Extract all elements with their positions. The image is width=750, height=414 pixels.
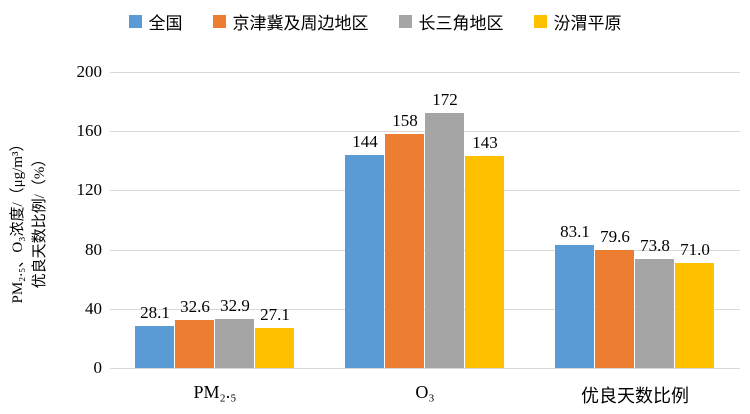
data-label: 158 [392, 111, 418, 130]
y-axis-title: PM₂.₅、O₃浓度/（μg/m³） 优良天数比例/（%） [7, 70, 53, 370]
bar-O₃-series-3 [465, 156, 504, 368]
legend-label: 长三角地区 [418, 13, 504, 33]
y-tick-label: 160 [76, 121, 103, 140]
y-tick-label: 80 [85, 240, 102, 259]
y-axis-ticks: 0 40 80 120 160 200 [48, 0, 103, 414]
data-label: 144 [352, 132, 378, 151]
legend-swatch-icon [533, 14, 547, 28]
gridline [110, 72, 740, 73]
bar-优良天数比例-series-0 [555, 245, 594, 368]
x-category-label: PM₂.₅ [193, 382, 237, 402]
legend-label: 汾渭平原 [553, 13, 622, 33]
y-tick-label: 0 [93, 358, 103, 377]
data-label: 83.1 [560, 222, 590, 241]
x-category-label: 优良天数比例 [581, 386, 689, 406]
legend-item-3: 汾渭平原 [533, 9, 622, 34]
x-axis-labels: PM₂.₅ O₃ 优良天数比例 [110, 382, 740, 408]
y-tick-label: 120 [76, 180, 103, 199]
bar-PM₂.₅-series-1 [175, 320, 214, 368]
bar-O₃-series-2 [425, 113, 464, 368]
bar-O₃-series-1 [385, 134, 424, 368]
x-category-label: O₃ [415, 382, 435, 402]
legend-label: 京津冀及周边地区 [232, 13, 369, 33]
bar-优良天数比例-series-3 [675, 263, 714, 368]
data-label: 79.6 [600, 227, 630, 246]
bar-优良天数比例-series-2 [635, 259, 674, 368]
legend-swatch-icon [398, 14, 412, 28]
bar-PM₂.₅-series-3 [255, 328, 294, 368]
y-axis-title-line1: PM₂.₅、O₃浓度/（μg/m³） [10, 136, 26, 304]
legend: 全国 京津冀及周边地区 长三角地区 汾渭平原 [0, 8, 750, 34]
data-label: 32.9 [220, 296, 250, 315]
legend-label: 全国 [148, 13, 183, 33]
legend-swatch-icon [128, 14, 142, 28]
data-label: 73.8 [640, 236, 670, 255]
bar-PM₂.₅-series-2 [215, 319, 254, 368]
data-label: 27.1 [260, 305, 290, 324]
legend-item-0: 全国 [128, 9, 183, 34]
bar-O₃-series-0 [345, 155, 384, 368]
legend-item-2: 长三角地区 [398, 9, 504, 34]
data-label: 32.6 [180, 297, 210, 316]
bar-PM₂.₅-series-0 [135, 326, 174, 368]
data-label: 143 [472, 133, 498, 152]
bar-优良天数比例-series-1 [595, 250, 634, 368]
y-tick-label: 200 [76, 62, 103, 81]
legend-swatch-icon [212, 14, 226, 28]
gridline [110, 368, 740, 369]
plot-area: 28.1 32.6 32.9 27.1 144 158 172 143 83.1 79.6 73.8… [110, 72, 740, 369]
legend-item-1: 京津冀及周边地区 [212, 9, 369, 34]
data-label: 71.0 [680, 240, 710, 259]
y-tick-label: 40 [85, 299, 102, 318]
data-label: 28.1 [140, 303, 170, 322]
data-label: 172 [432, 90, 458, 109]
